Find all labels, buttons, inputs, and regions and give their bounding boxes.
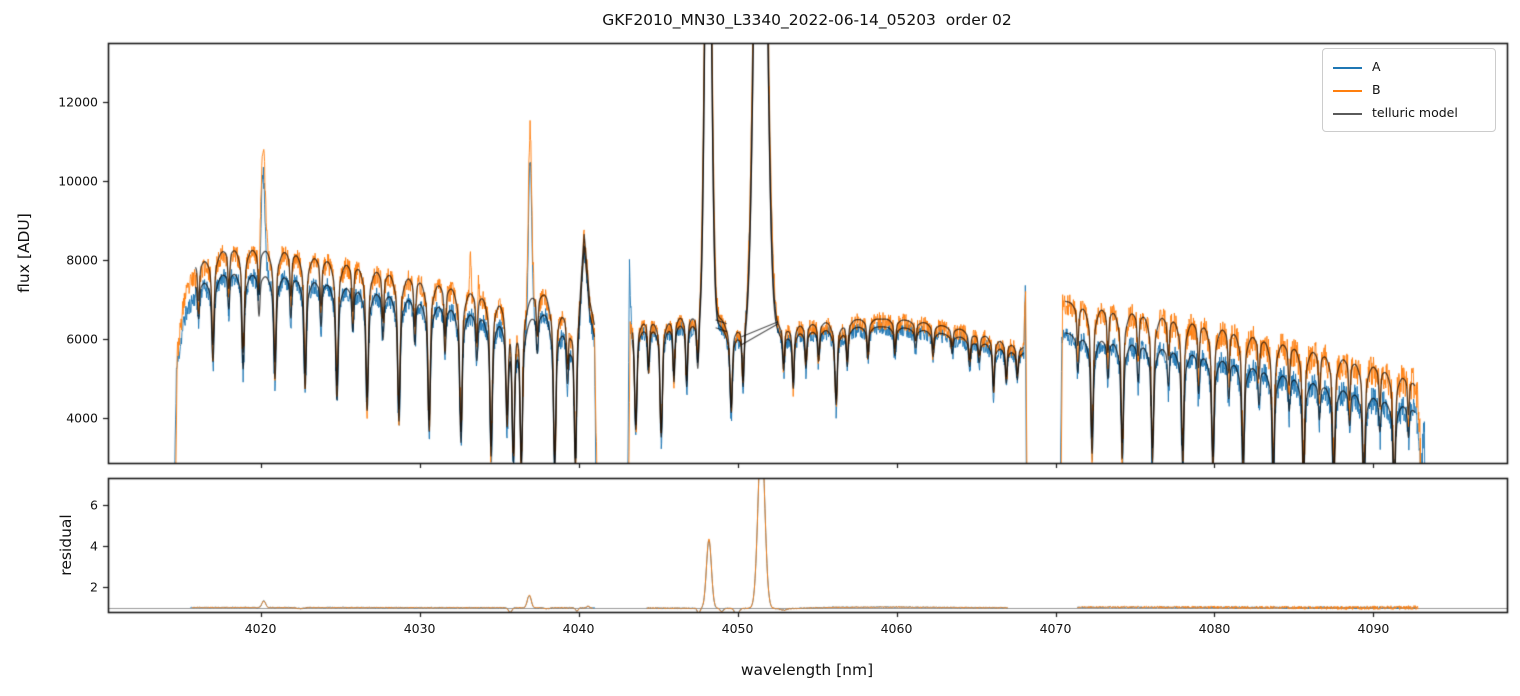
x-tick-label: 4030 bbox=[403, 621, 436, 636]
y-tick-label: 8000 bbox=[66, 252, 98, 268]
x-tick-label: 4080 bbox=[1198, 621, 1231, 636]
y-tick-label: 10000 bbox=[58, 173, 98, 189]
legend-label-telluric-model: telluric model bbox=[1372, 105, 1458, 121]
legend-item-telluric-model: telluric model bbox=[1333, 102, 1485, 125]
legend-item-a: A bbox=[1333, 56, 1485, 79]
residual-axis-label: residual bbox=[57, 514, 75, 576]
legend-line-b-icon bbox=[1333, 89, 1362, 92]
x-tick-label: 4040 bbox=[562, 621, 595, 636]
x-tick-label: 4050 bbox=[721, 621, 754, 636]
legend-label-b: B bbox=[1372, 82, 1381, 98]
page-title: GKF2010_MN30_L3340_2022-06-14_05203 orde… bbox=[602, 11, 1012, 29]
y-tick-label: 12000 bbox=[58, 94, 98, 110]
legend-label-a: A bbox=[1372, 59, 1381, 75]
wavelength-axis-label: wavelength [nm] bbox=[740, 661, 874, 679]
legend-line-a-icon bbox=[1333, 66, 1362, 69]
x-tick-label: 4070 bbox=[1039, 621, 1072, 636]
legend: A B telluric model bbox=[1322, 48, 1496, 132]
y-tick-label: 6 bbox=[90, 497, 98, 513]
legend-item-b: B bbox=[1333, 79, 1485, 102]
flux-axis-label: flux [ADU] bbox=[15, 213, 33, 293]
legend-line-telluric-icon bbox=[1333, 112, 1362, 115]
y-tick-label: 6000 bbox=[66, 331, 98, 347]
x-tick-label: 4020 bbox=[244, 621, 277, 636]
y-tick-label: 4 bbox=[90, 538, 98, 554]
y-tick-label: 2 bbox=[90, 579, 98, 595]
y-tick-label: 4000 bbox=[66, 410, 98, 426]
x-tick-label: 4060 bbox=[880, 621, 913, 636]
x-tick-label: 4090 bbox=[1357, 621, 1390, 636]
